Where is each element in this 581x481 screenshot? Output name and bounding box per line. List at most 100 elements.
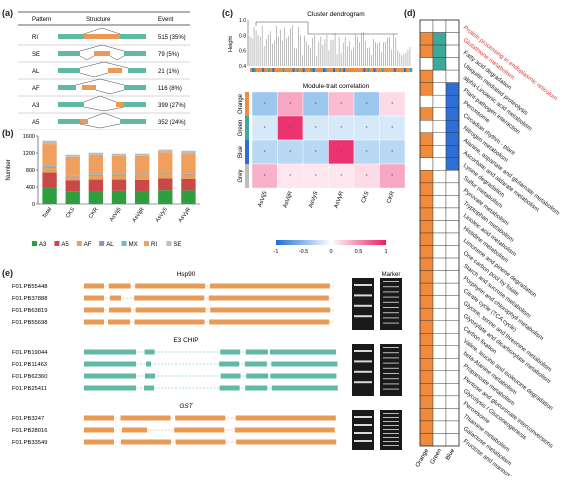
exon-block bbox=[84, 439, 114, 445]
dendrogram-heatmap: Cluster dendrogram Height 1.0 0.8 0.6 0.4 Modu… bbox=[228, 11, 413, 255]
isoform-structures: Marker Hsp90 F01.PB55448 F01.PB37888 F01.PB6… bbox=[12, 271, 402, 450]
legend-label: RI bbox=[151, 242, 157, 248]
module-color-cell bbox=[310, 68, 314, 72]
enrichment-cell bbox=[432, 245, 447, 259]
enrichment-cell bbox=[419, 157, 434, 171]
marker-band bbox=[383, 347, 399, 348]
panel-b-letter: (b) bbox=[2, 128, 14, 138]
marker-band bbox=[383, 373, 399, 374]
enrichment-cell bbox=[445, 320, 460, 334]
panel-d: (d) Protein processing in endoplasmic re… bbox=[404, 8, 581, 481]
bar-segment bbox=[65, 176, 80, 181]
exon-block bbox=[208, 295, 329, 301]
height-tick: 0.8 bbox=[239, 33, 246, 39]
enrichment-cell bbox=[432, 94, 447, 108]
module-color-cell bbox=[252, 68, 255, 72]
bar-segment bbox=[134, 155, 150, 175]
enrichment-cell bbox=[432, 19, 447, 33]
module-row-swatch bbox=[245, 92, 249, 116]
enrichment-cell bbox=[419, 345, 434, 359]
heatmap-column-label: AsVyS bbox=[308, 191, 320, 209]
heatmap-cell bbox=[379, 91, 406, 117]
enrichment-cell bbox=[445, 307, 460, 321]
color-scale-bar bbox=[276, 240, 386, 245]
legend-swatch bbox=[54, 241, 60, 246]
marker-label: Marker bbox=[382, 272, 401, 278]
dendrogram-title: Cluster dendrogram bbox=[307, 11, 364, 18]
enrichment-cell bbox=[445, 433, 460, 447]
gel-lane-marker bbox=[380, 278, 402, 330]
module-color-cell bbox=[296, 68, 299, 72]
exon bbox=[58, 102, 84, 107]
enrichment-cell bbox=[432, 320, 447, 334]
junction bbox=[79, 61, 129, 69]
module-color-cell bbox=[290, 68, 293, 72]
gel-band bbox=[354, 432, 372, 434]
isoform-id: F01.PB19044 bbox=[12, 350, 48, 356]
module-color-cell bbox=[405, 68, 409, 72]
module-color-cell bbox=[256, 68, 259, 72]
heatmap-cell bbox=[328, 139, 355, 165]
header-structure: Structure bbox=[86, 17, 111, 23]
junction bbox=[79, 123, 121, 129]
exon bbox=[124, 102, 146, 107]
header-event: Event bbox=[158, 17, 174, 23]
enrichment-cell bbox=[419, 320, 434, 334]
enrichment-cell bbox=[419, 395, 434, 409]
bar-segment bbox=[158, 172, 173, 174]
bar-segment bbox=[134, 153, 150, 156]
heatmap-cell-mark: * bbox=[315, 102, 317, 108]
exon-block bbox=[109, 307, 131, 313]
enrichment-cell bbox=[432, 145, 447, 159]
enrichment-cell bbox=[432, 69, 447, 83]
exon-block bbox=[144, 385, 154, 391]
legend-swatch bbox=[76, 241, 82, 246]
module-color-cell bbox=[345, 68, 348, 72]
bar-segment bbox=[158, 174, 173, 179]
heatmap-cell bbox=[277, 91, 304, 117]
marker-band bbox=[383, 291, 399, 293]
gene-title: E3 CHIP bbox=[173, 337, 198, 344]
exon bbox=[120, 119, 146, 124]
enrichment-cell bbox=[432, 370, 447, 384]
module-color-cell bbox=[326, 68, 330, 72]
bar-segment bbox=[88, 175, 104, 180]
enrichment-cell bbox=[432, 107, 447, 121]
marker-band bbox=[383, 429, 399, 430]
enrichment-cell bbox=[432, 345, 447, 359]
gel-band bbox=[354, 304, 372, 307]
enrichment-cell bbox=[419, 408, 434, 422]
exon-block bbox=[220, 373, 241, 379]
enrichment-cell bbox=[432, 120, 447, 133]
bar-segment bbox=[42, 140, 57, 145]
bar-segment bbox=[65, 180, 80, 192]
bar-segment bbox=[42, 167, 57, 173]
module-color-cell bbox=[353, 68, 356, 72]
exon bbox=[120, 34, 146, 39]
module-color-cell bbox=[302, 68, 305, 72]
enrichment-cell bbox=[445, 358, 460, 372]
y-axis-label: Number bbox=[6, 159, 12, 180]
junction bbox=[83, 27, 121, 35]
bar-segment bbox=[158, 149, 173, 153]
heatmap-cell-mark: * bbox=[264, 150, 266, 156]
enrichment-cell bbox=[419, 282, 434, 296]
exon bbox=[124, 85, 146, 90]
exon bbox=[124, 51, 146, 56]
exon-block bbox=[84, 319, 104, 325]
enrichment-cell bbox=[445, 19, 460, 33]
enrichment-cell bbox=[419, 245, 434, 259]
module-color-cell bbox=[399, 68, 403, 72]
legend-label: MX bbox=[129, 242, 138, 248]
pattern-label: SE bbox=[32, 52, 40, 58]
module-color-cell bbox=[324, 68, 328, 72]
enrichment-cell bbox=[445, 82, 460, 96]
module-color-cell bbox=[355, 68, 358, 72]
enrichment-cell bbox=[445, 270, 460, 284]
exon-block bbox=[134, 319, 205, 325]
enrichment-cell bbox=[432, 257, 447, 271]
enrichment-cell bbox=[445, 32, 460, 46]
category-label: AsVyR bbox=[178, 207, 192, 224]
module-color-cell bbox=[306, 68, 310, 72]
enrichment-cell bbox=[445, 157, 460, 171]
